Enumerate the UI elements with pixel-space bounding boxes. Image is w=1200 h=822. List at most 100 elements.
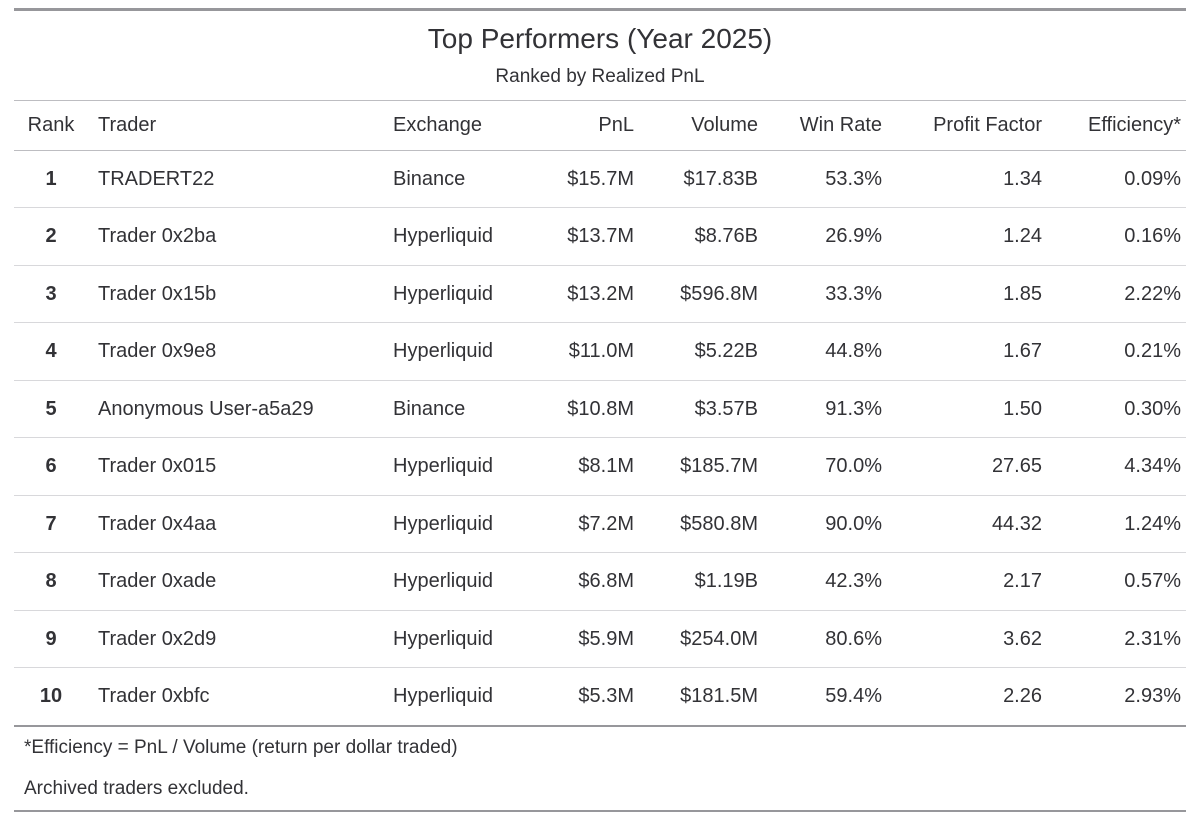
efficiency-cell: 2.31% xyxy=(1052,610,1186,669)
win-rate-cell: 59.4% xyxy=(825,685,882,708)
trader-cell: Trader 0x2ba xyxy=(88,207,385,266)
table-row: 7 Trader 0x4aa Hyperliquid $7.2M $580.8M… xyxy=(14,495,1186,554)
win-rate-cell: 70.0% xyxy=(768,437,892,496)
volume-cell: $1.19B xyxy=(644,552,768,611)
trader-cell: Trader 0x4aa xyxy=(88,495,385,554)
volume-cell: $8.76B xyxy=(644,207,768,266)
rank-cell: 6 xyxy=(14,437,88,496)
rank-cell: 2 xyxy=(14,207,88,266)
column-header-win-rate: Win Rate xyxy=(768,101,892,151)
trader-cell: Trader 0xbfc xyxy=(98,685,210,708)
efficiency-cell: 0.16% xyxy=(1052,207,1186,266)
trader-cell: Trader 0x015 xyxy=(88,437,385,496)
efficiency-cell: 2.93% xyxy=(1124,685,1181,708)
exchange-cell: Hyperliquid xyxy=(385,437,537,496)
column-header-rank: Rank xyxy=(14,101,88,151)
column-header-efficiency: Efficiency* xyxy=(1052,101,1186,151)
trader-cell: Trader 0x2d9 xyxy=(88,610,385,669)
win-rate-cell: 33.3% xyxy=(768,265,892,324)
rank-cell: 10 xyxy=(39,685,63,708)
volume-cell: $185.7M xyxy=(644,437,768,496)
pnl-cell: $13.2M xyxy=(537,265,644,324)
profit-factor-cell: 2.26 xyxy=(1003,685,1042,708)
rank-cell: 1 xyxy=(14,150,88,209)
rank-cell: 4 xyxy=(14,322,88,381)
volume-cell: $181.5M xyxy=(680,685,758,708)
pnl-cell: $6.8M xyxy=(537,552,644,611)
volume-cell: $3.57B xyxy=(644,380,768,439)
win-rate-cell: 90.0% xyxy=(768,495,892,554)
efficiency-cell: 4.34% xyxy=(1052,437,1186,496)
performers-table: Rank Trader Exchange PnL Volume Win Rate… xyxy=(14,101,1186,725)
profit-factor-cell: 1.24 xyxy=(892,207,1052,266)
table-row: 10 Trader 0xbfc Hyperliquid $5.3M $181.5… xyxy=(14,668,1186,726)
column-header-exchange: Exchange xyxy=(385,101,537,151)
trader-cell: TRADERT22 xyxy=(88,150,385,209)
exchange-cell: Hyperliquid xyxy=(385,322,537,381)
trader-cell: Trader 0x9e8 xyxy=(88,322,385,381)
rank-cell: 5 xyxy=(14,380,88,439)
pnl-cell: $13.7M xyxy=(537,207,644,266)
win-rate-cell: 42.3% xyxy=(768,552,892,611)
trader-cell: Trader 0x15b xyxy=(88,265,385,324)
rank-cell: 8 xyxy=(14,552,88,611)
trader-cell: Anonymous User-a5a29 xyxy=(88,380,385,439)
win-rate-cell: 44.8% xyxy=(768,322,892,381)
profit-factor-cell: 27.65 xyxy=(892,437,1052,496)
table-row: 6 Trader 0x015 Hyperliquid $8.1M $185.7M… xyxy=(14,437,1186,496)
top-rule xyxy=(14,8,1186,11)
profit-factor-cell: 1.50 xyxy=(892,380,1052,439)
table-row: 2 Trader 0x2ba Hyperliquid $13.7M $8.76B… xyxy=(14,207,1186,266)
win-rate-cell: 26.9% xyxy=(768,207,892,266)
exchange-cell: Hyperliquid xyxy=(385,552,537,611)
exchange-cell: Hyperliquid xyxy=(385,207,537,266)
table-row: 8 Trader 0xade Hyperliquid $6.8M $1.19B … xyxy=(14,552,1186,611)
table-row: 5 Anonymous User-a5a29 Binance $10.8M $3… xyxy=(14,380,1186,439)
subtitle-rule xyxy=(14,99,1186,102)
win-rate-cell: 80.6% xyxy=(768,610,892,669)
title-block: Top Performers (Year 2025) Ranked by Rea… xyxy=(14,11,1186,100)
table-header: Rank Trader Exchange PnL Volume Win Rate… xyxy=(14,101,1186,151)
table-subtitle: Ranked by Realized PnL xyxy=(495,65,705,87)
table-body: 1 TRADERT22 Binance $15.7M $17.83B 53.3%… xyxy=(14,150,1186,725)
footnote-rule xyxy=(14,725,1186,728)
pnl-cell: $5.9M xyxy=(537,610,644,669)
rank-cell: 3 xyxy=(14,265,88,324)
exchange-cell: Hyperliquid xyxy=(393,685,494,708)
profit-factor-cell: 1.67 xyxy=(892,322,1052,381)
efficiency-cell: 0.57% xyxy=(1052,552,1186,611)
footnote-efficiency: *Efficiency = PnL / Volume (return per d… xyxy=(24,737,458,759)
exchange-cell: Hyperliquid xyxy=(385,265,537,324)
efficiency-cell: 0.30% xyxy=(1052,380,1186,439)
bottom-rule xyxy=(14,809,1186,813)
table-row: 4 Trader 0x9e8 Hyperliquid $11.0M $5.22B… xyxy=(14,322,1186,381)
column-header-pnl: PnL xyxy=(537,101,644,151)
volume-cell: $596.8M xyxy=(644,265,768,324)
table-title: Top Performers (Year 2025) xyxy=(427,22,773,54)
exchange-cell: Binance xyxy=(385,150,537,209)
column-header-volume: Volume xyxy=(644,101,768,151)
exchange-cell: Hyperliquid xyxy=(385,495,537,554)
footnote-archived: Archived traders excluded. xyxy=(24,778,249,800)
table-row: 9 Trader 0x2d9 Hyperliquid $5.9M $254.0M… xyxy=(14,610,1186,669)
efficiency-cell: 0.09% xyxy=(1052,150,1186,209)
trader-cell: Trader 0xade xyxy=(88,552,385,611)
table-row: 3 Trader 0x15b Hyperliquid $13.2M $596.8… xyxy=(14,265,1186,324)
profit-factor-cell: 2.17 xyxy=(892,552,1052,611)
header-row: Rank Trader Exchange PnL Volume Win Rate… xyxy=(14,101,1186,151)
column-header-trader: Trader xyxy=(88,101,385,151)
efficiency-cell: 2.22% xyxy=(1052,265,1186,324)
efficiency-cell: 1.24% xyxy=(1052,495,1186,554)
exchange-cell: Hyperliquid xyxy=(385,610,537,669)
rank-cell: 7 xyxy=(14,495,88,554)
exchange-cell: Binance xyxy=(385,380,537,439)
volume-cell: $5.22B xyxy=(644,322,768,381)
efficiency-cell: 0.21% xyxy=(1052,322,1186,381)
column-header-profit-factor: Profit Factor xyxy=(892,101,1052,151)
leaderboard-table: Top Performers (Year 2025) Ranked by Rea… xyxy=(14,8,1186,813)
win-rate-cell: 53.3% xyxy=(768,150,892,209)
pnl-cell: $11.0M xyxy=(537,322,644,381)
profit-factor-cell: 44.32 xyxy=(892,495,1052,554)
pnl-cell: $7.2M xyxy=(537,495,644,554)
volume-cell: $17.83B xyxy=(644,150,768,209)
